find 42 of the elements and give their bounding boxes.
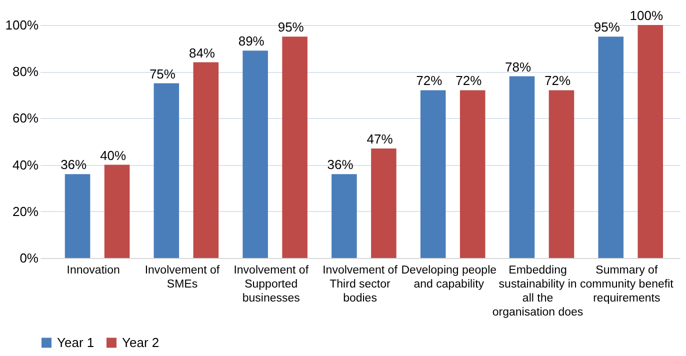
data-label: 72% xyxy=(416,73,443,88)
data-label: 40% xyxy=(100,148,127,163)
x-tick-label: Involvement of Supported businesses xyxy=(234,264,310,304)
y-tick-label: 60% xyxy=(12,110,39,126)
bar xyxy=(371,148,396,258)
x-tick-label: Involvement of Third sector bodies xyxy=(322,264,398,304)
x-tick-label: Summary of community benefit requirements xyxy=(580,264,674,304)
x-tick-label: Involvement of SMEs xyxy=(144,264,220,290)
bar xyxy=(242,50,268,258)
legend-label: Year 1 xyxy=(57,334,94,350)
data-label: 89% xyxy=(238,34,265,49)
bar xyxy=(282,36,308,258)
y-tick-label: 20% xyxy=(12,204,39,219)
bar xyxy=(332,174,357,258)
y-tick-label: 0% xyxy=(20,250,39,266)
data-label: 84% xyxy=(188,45,216,60)
y-tick-label: 80% xyxy=(12,64,39,80)
bar xyxy=(509,76,535,258)
bar xyxy=(598,36,624,258)
x-tick-label: Innovation xyxy=(66,264,120,276)
legend-label: Year 2 xyxy=(122,334,160,350)
bar xyxy=(64,174,90,258)
bar xyxy=(420,90,446,258)
x-tick-label: Developing people and capability xyxy=(401,264,497,290)
y-tick-label: 100% xyxy=(5,18,39,32)
data-label: 78% xyxy=(505,59,532,74)
bar xyxy=(460,90,486,258)
bar xyxy=(548,90,574,258)
y-tick-label: 40% xyxy=(12,157,39,172)
data-label: 100% xyxy=(630,8,664,23)
data-label: 36% xyxy=(327,157,354,172)
bar xyxy=(154,83,180,258)
data-label: 95% xyxy=(594,20,620,35)
data-label: 36% xyxy=(60,157,88,172)
data-label: 95% xyxy=(278,20,304,35)
bar xyxy=(638,25,664,258)
bar xyxy=(193,62,219,258)
data-label: 72% xyxy=(456,73,482,88)
data-label: 72% xyxy=(544,73,571,88)
bar xyxy=(104,164,130,258)
data-label: 47% xyxy=(366,131,394,146)
data-label: 75% xyxy=(149,66,176,82)
